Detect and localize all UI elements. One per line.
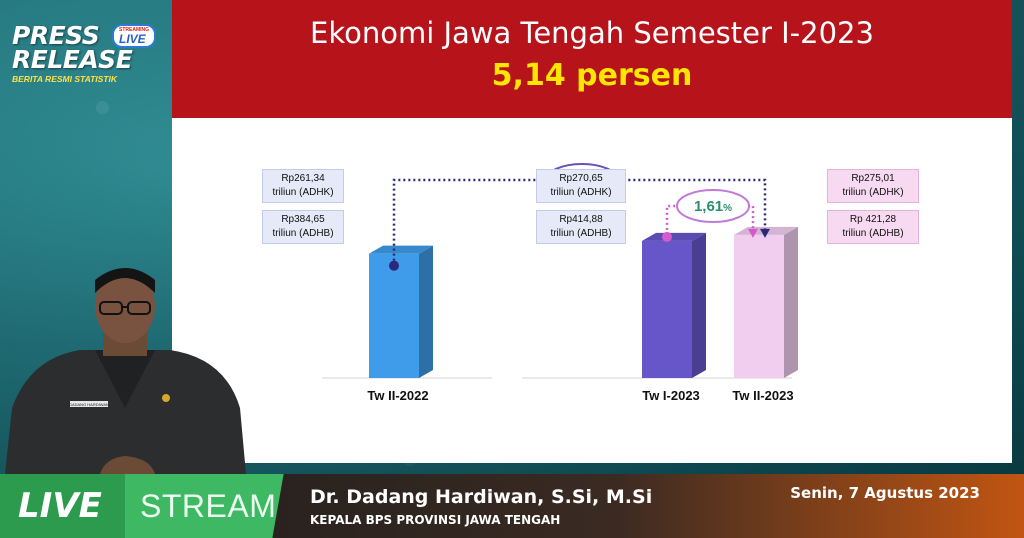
value-amount: Rp 421,28 [849,214,897,225]
connector-arrow [748,228,758,238]
x-tick-label: Tw I-2023 [642,388,700,403]
bar-side [784,226,798,378]
stream-label: STREAM [140,488,277,524]
value-box-tw1-2023-adhk: Rp270,65 triliun (ADHK) [536,169,626,203]
lower-third: LIVE STREAM Dr. Dadang Hardiwan, S.Si, M… [0,474,1024,538]
bar-top [369,245,433,254]
value-amount: Rp261,34 [281,173,325,184]
value-unit: triliun (ADHB) [550,228,612,239]
slide-header: Ekonomi Jawa Tengah Semester I-2023 5,14… [172,0,1012,118]
live-badge-small: STREAMING [119,27,149,33]
value-unit: triliun (ADHK) [272,187,334,198]
value-amount: Rp270,65 [559,173,603,184]
growth-badge-qoq [676,189,750,223]
logo-subtitle: BERITA RESMI STATISTIK [12,74,117,84]
value-unit: triliun (ADHB) [272,228,334,239]
x-tick-label: Tw II-2022 [367,388,428,403]
value-amount: Rp384,65 [281,214,325,225]
growth-value-qoq: 1,61% [694,198,732,215]
value-amount: Rp414,88 [559,214,603,225]
bar-side [692,232,706,378]
x-tick-label: Tw II-2023 [732,388,793,403]
presenter-name-badge-text: DADANG HARDIWAN [69,402,109,407]
value-box-tw1-2023-adhb: Rp414,88 triliun (ADHB) [536,210,626,244]
value-box-tw2-2023-adhk: Rp275,01 triliun (ADHK) [827,169,919,203]
logo-line-release: RELEASE [12,45,133,74]
logo-line-press: PRESS [12,21,100,50]
value-unit: triliun (ADHB) [842,228,904,239]
slide-title: Ekonomi Jawa Tengah Semester I-2023 [310,16,874,50]
value-unit: triliun (ADHK) [550,187,612,198]
bar [642,240,692,378]
presenter-name-badge [70,401,108,407]
connector-arrow [760,228,770,238]
value-box-tw2-2022-adhk: Rp261,34 triliun (ADHK) [262,169,344,203]
emblem-icon [162,394,170,402]
presenter-video: DADANG HARDIWAN [5,268,246,474]
broadcast-date: Senin, 7 Agustus 2023 [790,484,980,502]
press-release-logo: PRESS RELEASE BERITA RESMI STATISTIK STR… [12,21,162,84]
connector-start-dot [662,231,672,242]
speaker-role: KEPALA BPS PROVINSI JAWA TENGAH [310,513,561,527]
presentation-slide: Ekonomi Jawa Tengah Semester I-2023 5,14… [172,0,1012,463]
value-box-tw2-2023-adhb: Rp 421,28 triliun (ADHB) [827,210,919,244]
bar [369,253,419,378]
live-label: LIVE [0,474,125,538]
connector-start-dot [389,260,399,271]
value-unit: triliun (ADHK) [842,187,904,198]
value-amount: Rp275,01 [851,173,895,184]
live-badge: STREAMING LIVE [112,24,156,48]
bar [734,234,784,378]
bar-top [642,232,706,241]
speaker-name: Dr. Dadang Hardiwan, S.Si, M.Si [310,486,653,508]
value-box-tw2-2022-adhb: Rp384,65 triliun (ADHB) [262,210,344,244]
bar-side [419,245,433,378]
slide-subtitle: 5,14 persen [491,58,693,93]
live-badge-big: LIVE [119,32,146,46]
